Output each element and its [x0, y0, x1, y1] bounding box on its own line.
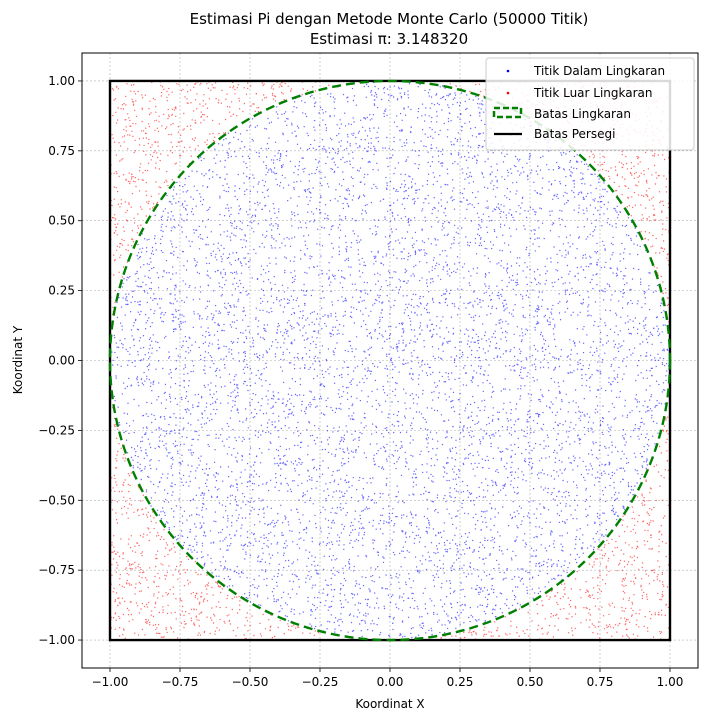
x-tick-label: 0.00	[377, 675, 404, 689]
x-axis-label: Koordinat X	[355, 697, 424, 711]
chart-subtitle: Estimasi π: 3.148320	[310, 30, 468, 48]
legend-label-square-boundary: Batas Persegi	[534, 127, 615, 141]
x-tick-label: 0.50	[517, 675, 544, 689]
x-tick-label: −0.75	[162, 675, 199, 689]
y-tick-label: 0.25	[48, 284, 75, 298]
y-tick-label: −0.75	[38, 563, 75, 577]
y-axis-ticks: −1.00 −0.75 −0.50 −0.25 0.00 0.25 0.50 0.75 1.00	[38, 74, 82, 647]
x-tick-label: −1.00	[92, 675, 129, 689]
y-tick-label: 0.00	[48, 354, 75, 368]
y-tick-label: 0.50	[48, 214, 75, 228]
y-tick-label: −0.50	[38, 493, 75, 507]
x-tick-label: −0.25	[302, 675, 339, 689]
y-tick-label: −0.25	[38, 423, 75, 437]
x-tick-label: 0.25	[447, 675, 474, 689]
x-tick-label: 1.00	[657, 675, 684, 689]
chart-title: Estimasi Pi dengan Metode Monte Carlo (5…	[190, 10, 589, 28]
circle-boundary	[108, 79, 672, 642]
legend-box	[485, 57, 695, 151]
legend-marker-outside	[506, 91, 510, 95]
legend-label-outside: Titik Luar Lingkaran	[533, 86, 653, 100]
x-axis-ticks: −1.00 −0.75 −0.50 −0.25 0.00 0.25 0.50 0.75 1.00	[92, 668, 684, 689]
x-tick-label: 0.75	[587, 675, 614, 689]
legend-label-circle-boundary: Batas Lingkaran	[534, 107, 631, 121]
legend-marker-circle-boundary	[492, 106, 523, 119]
y-axis-label: Koordinat Y	[11, 325, 25, 394]
legend: Titik Dalam Lingkaran Titik Luar Lingkar…	[485, 57, 695, 151]
legend-label-inside: Titik Dalam Lingkaran	[533, 64, 665, 78]
y-tick-label: 0.75	[48, 144, 75, 158]
x-tick-label: −0.50	[232, 675, 269, 689]
legend-marker-inside	[506, 69, 510, 73]
y-tick-label: −1.00	[38, 633, 75, 647]
y-tick-label: 1.00	[48, 74, 75, 88]
